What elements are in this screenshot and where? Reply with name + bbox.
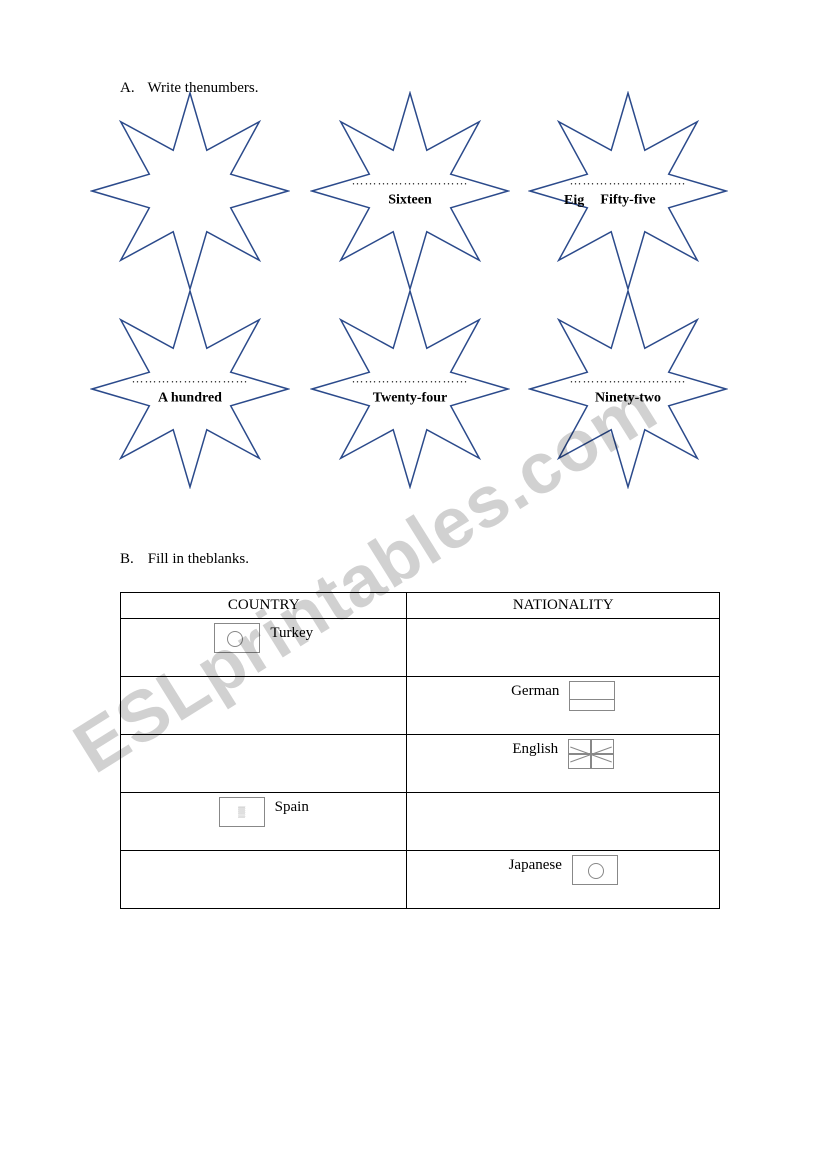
star-label: Fifty-five [568, 193, 688, 209]
country-cell[interactable]: ▒ Spain [121, 793, 407, 851]
star-content: ……………………… A hundred [130, 372, 250, 407]
worksheet-page: A. Write thenumbers. ………………………Sixteen ……… [0, 0, 826, 1169]
header-country: COUNTRY [121, 593, 407, 619]
nationality-text: English [512, 739, 558, 758]
answer-dots[interactable]: ……………………… [350, 174, 470, 189]
star-label: Ninety-two [568, 391, 688, 407]
nationality-cell[interactable]: Japanese [407, 851, 720, 909]
star-4: ……………………… Twenty-four [310, 289, 510, 489]
flag-jp-icon [572, 855, 618, 885]
star-label: Sixteen [350, 193, 470, 209]
nationality-cell[interactable] [407, 793, 720, 851]
country-text: Turkey [270, 623, 313, 642]
table-row: English [121, 735, 720, 793]
flag-tr-icon [214, 623, 260, 653]
nationality-cell[interactable] [407, 619, 720, 677]
nationality-cell[interactable]: German [407, 677, 720, 735]
flag-es-icon: ▒ [219, 797, 265, 827]
table-header-row: COUNTRY NATIONALITY [121, 593, 720, 619]
table-body: Turkey German English ▒ Spain Japanese [121, 619, 720, 909]
table-row: Japanese [121, 851, 720, 909]
country-cell[interactable] [121, 677, 407, 735]
star-content: ……………………… Sixteen [350, 174, 470, 209]
country-cell[interactable]: Turkey [121, 619, 407, 677]
star-label: Twenty-four [350, 391, 470, 407]
star-2: ……………………… Fifty-fiveEig [528, 91, 728, 291]
answer-dots[interactable]: ……………………… [130, 372, 250, 387]
header-nationality: NATIONALITY [407, 593, 720, 619]
star-content: ……………………… Fifty-five [568, 174, 688, 209]
flag-uk-icon [568, 739, 614, 769]
table-row: Turkey [121, 619, 720, 677]
table-row: German [121, 677, 720, 735]
table-wrap: COUNTRY NATIONALITY Turkey German English ▒… [120, 592, 726, 909]
table-row: ▒ Spain [121, 793, 720, 851]
section-b-letter: B. [120, 551, 144, 568]
answer-dots[interactable]: ……………………… [568, 174, 688, 189]
star-0 [90, 91, 290, 291]
stars-area: ………………………Sixteen ………………………Fifty-fiveEig … [120, 121, 726, 511]
countries-table: COUNTRY NATIONALITY Turkey German English ▒… [120, 592, 720, 909]
country-cell[interactable] [121, 851, 407, 909]
star-5: ……………………… Ninety-two [528, 289, 728, 489]
answer-dots[interactable]: ……………………… [350, 372, 470, 387]
star-1: ……………………… Sixteen [310, 91, 510, 291]
nationality-text: Japanese [509, 855, 562, 874]
star-content: ……………………… Twenty-four [350, 372, 470, 407]
country-cell[interactable] [121, 735, 407, 793]
star-label: A hundred [130, 391, 250, 407]
star-3: ……………………… A hundred [90, 289, 290, 489]
star-prefix-text: Eig [564, 193, 584, 209]
nationality-text: German [511, 681, 559, 700]
answer-dots[interactable]: ……………………… [568, 372, 688, 387]
country-text: Spain [275, 797, 309, 816]
section-b-title: Fill in theblanks. [148, 551, 249, 567]
section-b-heading: B. Fill in theblanks. [120, 551, 726, 568]
nationality-cell[interactable]: English [407, 735, 720, 793]
star-content: ……………………… Ninety-two [568, 372, 688, 407]
flag-de-icon [569, 681, 615, 711]
